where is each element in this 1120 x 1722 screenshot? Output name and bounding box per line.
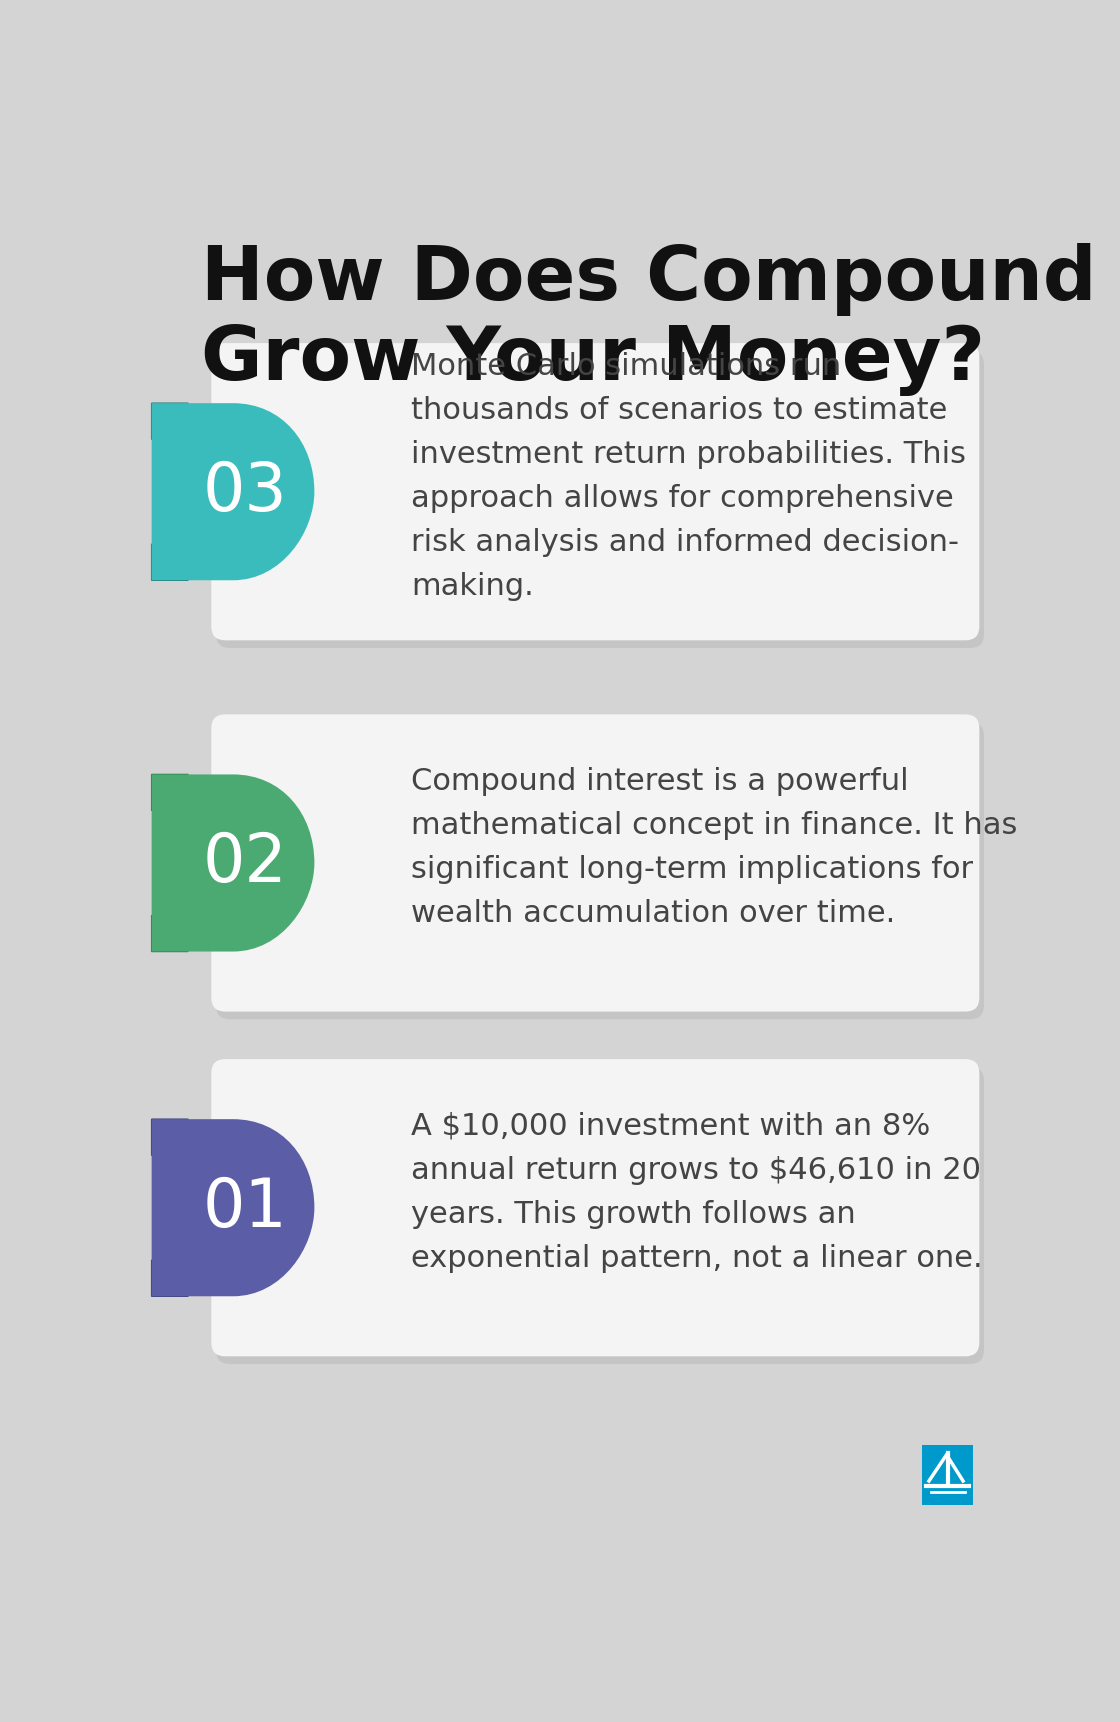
FancyBboxPatch shape (212, 343, 979, 641)
FancyBboxPatch shape (216, 722, 984, 1019)
Text: How Does Compound Interest: How Does Compound Interest (200, 243, 1120, 317)
Polygon shape (151, 775, 188, 811)
FancyBboxPatch shape (923, 1445, 973, 1505)
FancyBboxPatch shape (212, 715, 979, 1011)
PathPatch shape (151, 1119, 315, 1297)
PathPatch shape (151, 403, 315, 580)
Text: 02: 02 (203, 830, 288, 895)
Polygon shape (151, 1119, 188, 1155)
Text: Compound interest is a powerful
mathematical concept in finance. It has
signific: Compound interest is a powerful mathemat… (411, 768, 1018, 928)
Text: A $10,000 investment with an 8%
annual return grows to $46,610 in 20
years. This: A $10,000 investment with an 8% annual r… (411, 1112, 983, 1273)
FancyBboxPatch shape (216, 1068, 984, 1364)
Polygon shape (151, 544, 188, 580)
Polygon shape (151, 1261, 188, 1297)
Text: 03: 03 (203, 458, 288, 525)
Polygon shape (151, 403, 188, 439)
FancyBboxPatch shape (212, 1059, 979, 1357)
Text: Grow Your Money?: Grow Your Money? (200, 322, 984, 396)
Text: Monte Carlo simulations run
thousands of scenarios to estimate
investment return: Monte Carlo simulations run thousands of… (411, 351, 967, 601)
PathPatch shape (151, 775, 315, 952)
Text: 01: 01 (203, 1174, 288, 1242)
Polygon shape (151, 914, 188, 952)
FancyBboxPatch shape (216, 351, 984, 647)
